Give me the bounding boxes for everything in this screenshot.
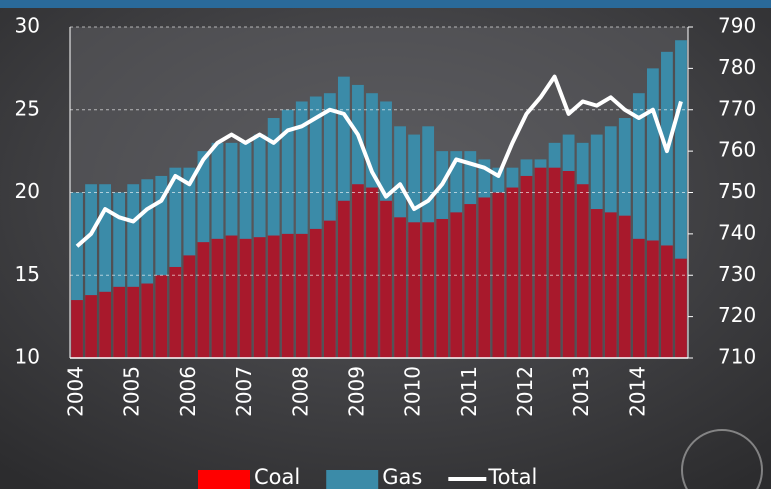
bar [254, 237, 266, 358]
x-tick-label: 2011 [457, 366, 481, 417]
x-tick-label: 2007 [232, 366, 256, 417]
bar [478, 197, 490, 358]
bar [155, 275, 167, 358]
bar [647, 240, 659, 358]
bar [450, 212, 462, 358]
bar [183, 255, 195, 358]
bar [591, 209, 603, 358]
bar [268, 236, 280, 358]
x-tick-label: 2013 [569, 366, 593, 417]
bar [99, 292, 111, 358]
bar [380, 201, 392, 358]
y2-tick-label: 750 [718, 179, 756, 203]
bar [198, 242, 210, 358]
bar [127, 287, 139, 358]
bar [619, 216, 631, 358]
bar [366, 188, 378, 358]
x-tick-label: 2010 [401, 366, 425, 417]
bar [324, 221, 336, 358]
x-tick-label: 2009 [344, 366, 368, 417]
bar [169, 267, 181, 358]
bar [577, 184, 589, 358]
x-tick-label: 2014 [625, 366, 649, 417]
legend-swatch [326, 470, 378, 489]
x-tick-label: 2012 [513, 366, 537, 417]
bar [464, 204, 476, 358]
x-tick-label: 2004 [64, 366, 88, 417]
page: 10 15 20 25 30 710 720 730 740 750 760 770 780 790 200… [0, 0, 771, 489]
bar [212, 239, 224, 358]
legend-swatch [198, 470, 250, 489]
bar [113, 287, 125, 358]
legend-label: Gas [382, 465, 422, 489]
x-tick-label: 2005 [120, 366, 144, 417]
chart: 10 15 20 25 30 710 720 730 740 750 760 770 780 790 200… [0, 0, 771, 489]
bar [310, 229, 322, 358]
y2-tick-label: 790 [718, 14, 756, 38]
bar [633, 239, 645, 358]
bar [563, 171, 575, 358]
bar [352, 184, 364, 358]
bar [226, 236, 238, 358]
y2-tick-label: 720 [718, 303, 756, 327]
y2-tick-label: 740 [718, 220, 756, 244]
bar [296, 234, 308, 358]
y2-tick-label: 760 [718, 138, 756, 162]
bar [422, 222, 434, 358]
x-tick-label: 2006 [176, 366, 200, 417]
y2-tick-label: 730 [718, 262, 756, 286]
bar [605, 212, 617, 358]
bar [141, 284, 153, 358]
bar [521, 176, 533, 358]
bar [71, 300, 83, 358]
y2-tick-label: 710 [718, 345, 756, 369]
bar [394, 217, 406, 358]
bar [240, 239, 252, 358]
legend-label: Coal [254, 465, 300, 489]
bar [338, 201, 350, 358]
y-tick-label: 10 [15, 345, 40, 369]
y-tick-label: 20 [15, 179, 40, 203]
y-tick-label: 25 [15, 96, 40, 120]
bar [436, 219, 448, 358]
bar [661, 245, 673, 358]
bar [85, 295, 97, 358]
y-tick-label: 30 [15, 14, 40, 38]
bar [675, 259, 687, 358]
y-tick-label: 15 [15, 262, 40, 286]
top-strip [0, 0, 771, 8]
bar [507, 188, 519, 358]
bar [408, 222, 420, 358]
legend-label: Total [487, 465, 537, 489]
y2-tick-label: 780 [718, 55, 756, 79]
y2-tick-label: 770 [718, 96, 756, 120]
bar [282, 234, 294, 358]
x-tick-label: 2008 [288, 366, 312, 417]
bar [535, 168, 547, 358]
bar [549, 168, 561, 358]
